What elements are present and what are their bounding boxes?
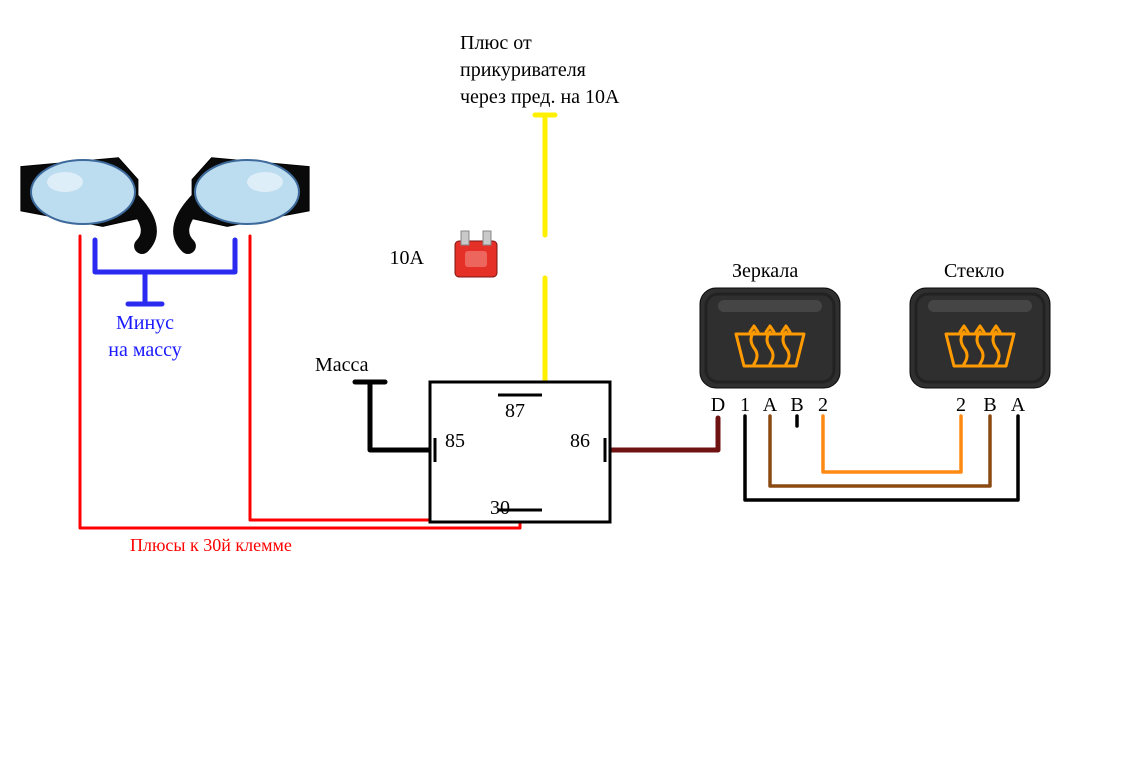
wire-darkred [605,418,718,450]
label-glass: Стекло [944,258,1004,285]
label-mirrors: Зеркала [732,258,798,285]
label-fuse: 10A [390,245,424,272]
title-label: Плюс от прикуривателя через пред. на 10А [460,30,619,111]
fuse [455,231,497,277]
mirror-right [181,158,309,246]
switch-mirrors [700,288,840,388]
relay-pin-label-30: 30 [490,495,510,522]
switch-mirrors-pin-1-1: 1 [740,392,750,419]
switch-glass-pin-2-0: 2 [956,392,966,419]
wire-yellow [495,115,555,392]
switch-mirrors-pin-D-0: D [711,392,725,419]
mirror-left [21,158,149,246]
relay-pin-label-85: 85 [445,428,465,455]
wire-black [355,382,438,450]
label-massa: Масса [315,352,369,379]
relay-pin-label-86: 86 [570,428,590,455]
diagram-stage: 87858630D1AB22BAПлюс от прикуривателя че… [0,0,1127,782]
relay-pin-label-87: 87 [505,398,525,425]
switch-glass-pin-A-2: A [1011,392,1025,419]
wire-sw_brown [770,416,990,486]
switch-mirrors-pin-A-2: A [763,392,777,419]
diagram-svg [0,0,1127,782]
wire-sw_orange [823,416,961,472]
wire-blue [95,240,235,304]
switch-mirrors-pin-B-3: B [790,392,803,419]
switch-mirrors-pin-2-4: 2 [818,392,828,419]
switch-glass [910,288,1050,388]
label-plus30: Плюсы к 30й клемме [130,533,292,557]
label-minus: Минус на массу [108,310,181,364]
switch-glass-pin-B-1: B [983,392,996,419]
